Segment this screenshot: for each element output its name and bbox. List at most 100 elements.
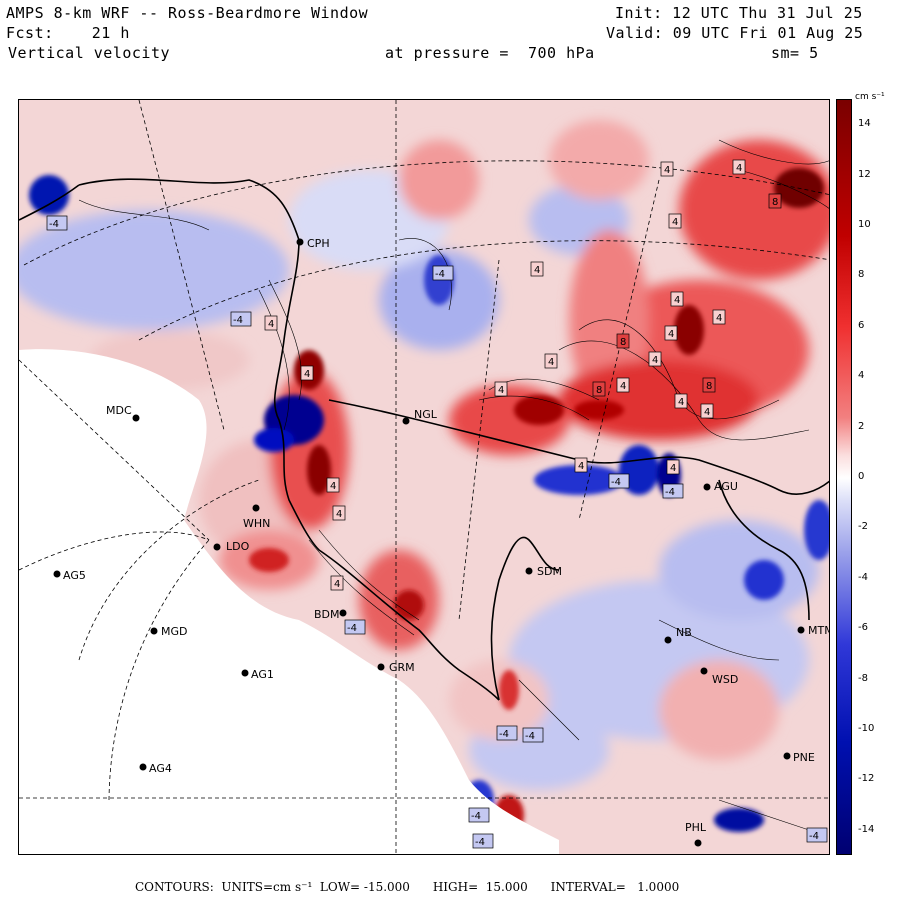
svg-text:4: 4 <box>704 407 710 418</box>
contour-label: -4 <box>496 725 518 741</box>
station-label: NB <box>676 626 692 639</box>
colorbar-tick-label: -6 <box>858 622 868 634</box>
station-markers <box>53 238 805 847</box>
coastline <box>19 178 829 701</box>
svg-text:4: 4 <box>672 217 678 228</box>
contour-label: 8 <box>616 333 630 349</box>
station-dot-mtm <box>797 626 805 634</box>
graticule <box>19 100 829 854</box>
pressure-level: at pressure = 700 hPa <box>385 44 595 62</box>
station-dot-bdm <box>339 609 347 617</box>
station-dot-ag1 <box>241 669 249 677</box>
contour-label: 4 <box>648 351 662 367</box>
station-dot-mgd <box>150 627 158 635</box>
svg-text:4: 4 <box>716 313 722 324</box>
station-dot-whn <box>252 504 260 512</box>
colorbar-tick-label: 8 <box>858 269 865 281</box>
colorbar-tick-label: -4 <box>858 571 868 583</box>
station-dot-sdm <box>525 567 533 575</box>
svg-text:8: 8 <box>772 197 778 208</box>
colorbar-tick-label: 12 <box>858 168 871 180</box>
station-label: BDM <box>314 608 340 621</box>
svg-text:4: 4 <box>330 481 336 492</box>
station-labels: CPH MDC NGL WHN LDO AG5 MGD AG1 AG4 BDM … <box>63 237 830 834</box>
contour-label: 8 <box>592 381 606 397</box>
contour-label: -4 <box>472 833 494 849</box>
field-name: Vertical velocity <box>8 44 171 62</box>
svg-text:4: 4 <box>334 579 340 590</box>
svg-text:4: 4 <box>668 329 674 340</box>
station-dot-pne <box>783 752 791 760</box>
contour-label: 4 <box>326 477 340 493</box>
svg-text:-4: -4 <box>233 315 243 326</box>
svg-text:4: 4 <box>548 357 554 368</box>
svg-text:-4: -4 <box>611 477 621 488</box>
colorbar-tick-label: -10 <box>858 723 875 734</box>
station-label: SDM <box>537 565 562 578</box>
contour-label: 8 <box>768 193 782 209</box>
contour-label: 8 <box>702 377 716 393</box>
svg-text:4: 4 <box>534 265 540 276</box>
station-label: WHN <box>243 517 270 530</box>
contour-label: -4 <box>608 473 630 489</box>
station-label: AG1 <box>251 668 274 681</box>
station-dot-wsd <box>700 667 708 675</box>
svg-text:-4: -4 <box>809 831 819 842</box>
contour-label: 4 <box>494 381 508 397</box>
station-label: MGD <box>161 625 188 638</box>
svg-text:4: 4 <box>736 163 742 174</box>
contour-label: 4 <box>664 325 678 341</box>
contour-label: 4 <box>660 161 674 177</box>
contour-label: 4 <box>732 159 746 175</box>
contours <box>78 139 829 831</box>
contour-label: 4 <box>616 377 630 393</box>
contour-label: -4 <box>344 619 366 635</box>
station-dot-ldo <box>213 543 221 551</box>
terrain-mask <box>19 349 559 854</box>
colorbar-tick-label: -14 <box>858 823 875 835</box>
colorbar <box>836 99 852 855</box>
contour-value-labels: 4 4 8 4 4 4 4 8 4 4 4 4 8 8 4 4 4 4 4 4 … <box>46 159 828 849</box>
svg-text:4: 4 <box>678 397 684 408</box>
contour-label: 4 <box>674 393 688 409</box>
contour-label: 4 <box>332 505 346 521</box>
station-dot-ngl <box>402 417 410 425</box>
colorbar-tick-label: 2 <box>858 420 865 432</box>
contour-label: 4 <box>666 459 680 475</box>
svg-text:4: 4 <box>268 319 274 330</box>
station-dot-cph <box>296 238 304 246</box>
contour-label: 4 <box>264 315 278 331</box>
svg-text:-4: -4 <box>665 487 675 498</box>
station-label: GRM <box>389 661 415 674</box>
contour-label: 4 <box>530 261 544 277</box>
valid-time: Valid: 09 UTC Fri 01 Aug 25 <box>606 24 864 42</box>
contour-label: 4 <box>670 291 684 307</box>
svg-text:4: 4 <box>304 369 310 380</box>
model-title: AMPS 8-km WRF -- Ross-Beardmore Window <box>6 4 369 22</box>
contour-label: 4 <box>700 403 714 419</box>
station-dot-mdc <box>132 414 140 422</box>
colorbar-tick-label: 6 <box>858 319 865 331</box>
colorbar-tick-label: -12 <box>858 773 875 785</box>
station-label: AGU <box>714 480 738 493</box>
svg-text:-4: -4 <box>499 729 509 740</box>
svg-text:8: 8 <box>596 385 602 396</box>
svg-text:-4: -4 <box>525 731 535 742</box>
contour-label: -4 <box>522 727 544 743</box>
station-label: CPH <box>307 237 330 250</box>
svg-text:8: 8 <box>620 337 626 348</box>
map-canvas: CPH MDC NGL WHN LDO AG5 MGD AG1 AG4 BDM … <box>19 100 830 854</box>
contour-label: -4 <box>46 215 68 231</box>
contour-info-footer: CONTOURS: UNITS=cm s⁻¹ LOW= -15.000 HIGH… <box>135 880 680 894</box>
station-label: AG4 <box>149 762 172 775</box>
station-dot-ag4 <box>139 763 147 771</box>
smoothing-label: sm= 5 <box>771 44 819 62</box>
contour-label: -4 <box>806 827 828 843</box>
svg-text:-4: -4 <box>475 837 485 848</box>
station-dot-grm <box>377 663 385 671</box>
svg-text:4: 4 <box>578 461 584 472</box>
svg-text:4: 4 <box>674 295 680 306</box>
station-label: MTM <box>808 624 830 637</box>
colorbar-units: cm s⁻¹ <box>855 92 885 102</box>
station-label: WSD <box>712 673 738 686</box>
